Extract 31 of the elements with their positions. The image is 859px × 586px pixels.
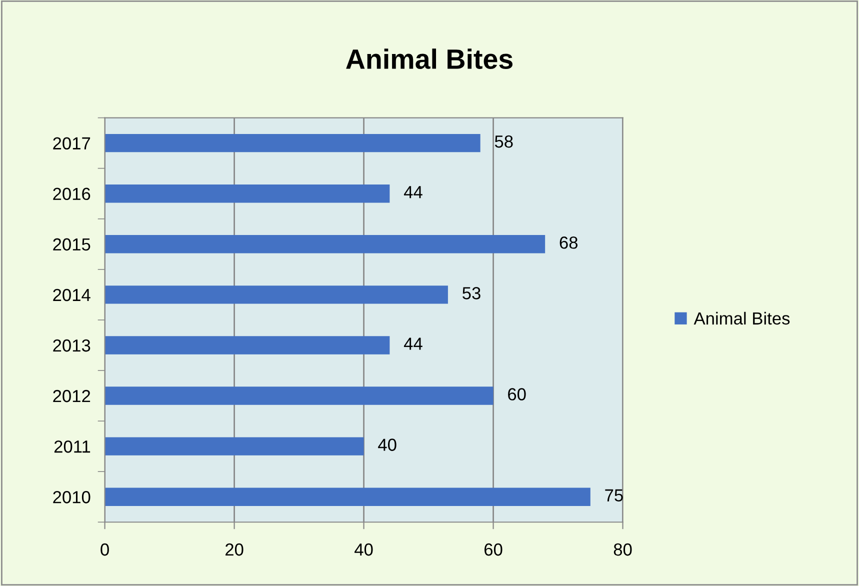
bar	[104, 488, 590, 506]
bar	[104, 235, 546, 254]
bar	[104, 336, 390, 354]
bar	[104, 286, 448, 304]
y-tick-label: 2016	[53, 188, 90, 200]
bar	[104, 437, 364, 456]
x-tick-label: 60	[484, 543, 502, 556]
y-tick-label: 2017	[53, 137, 90, 150]
y-tick-label: 2010	[53, 491, 90, 504]
data-label: 44	[404, 338, 422, 350]
x-tick-label: 20	[226, 543, 244, 556]
x-tick-label: 80	[614, 543, 632, 556]
x-tick-label: 40	[354, 543, 373, 556]
bar	[104, 134, 480, 152]
data-label: 53	[462, 287, 480, 300]
data-label: 75	[605, 489, 623, 502]
data-label: 58	[494, 135, 513, 148]
y-tick-label: 2014	[53, 288, 90, 302]
data-label: 44	[404, 186, 422, 198]
data-label: 60	[508, 388, 526, 400]
data-label: 68	[560, 236, 578, 249]
bar	[104, 184, 390, 203]
y-tick-label: 2011	[54, 440, 90, 453]
legend-label: Animal Bites	[694, 312, 790, 325]
data-label: 40	[378, 438, 396, 451]
y-tick-label: 2013	[53, 339, 90, 352]
y-tick-label: 2015	[53, 238, 90, 251]
x-tick-label: 0	[100, 543, 109, 556]
bar	[104, 386, 494, 405]
chart-title: Animal Bites	[346, 48, 512, 69]
y-tick-label: 2012	[53, 390, 90, 402]
